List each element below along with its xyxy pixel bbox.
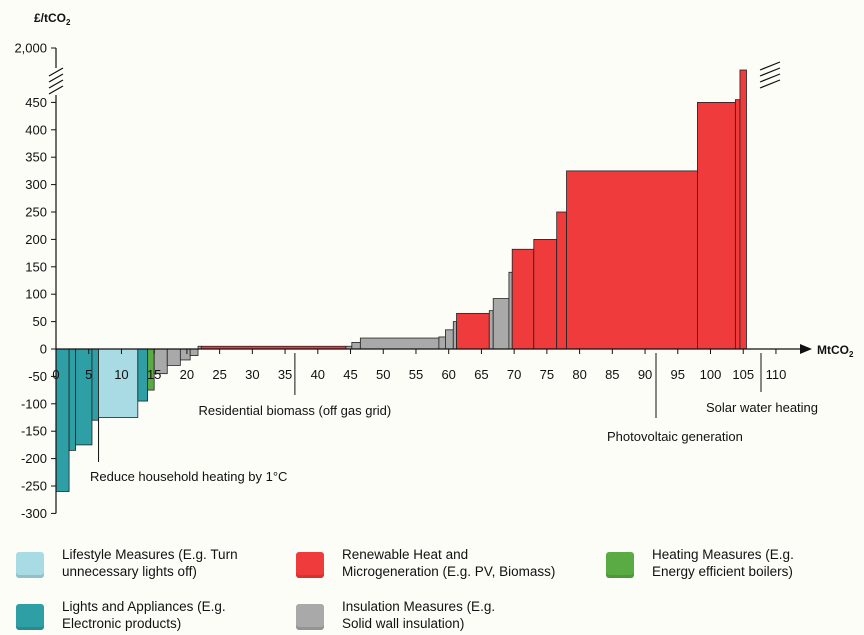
x-tick-label: 85: [605, 367, 619, 382]
legend-swatch-lifestyle: [16, 552, 44, 578]
bar-insulation: [351, 342, 361, 350]
y-axis-break-mark: [48, 85, 64, 95]
y-tick-label: 250: [25, 205, 47, 220]
bar-insulation: [438, 336, 446, 350]
bar-insulation: [166, 348, 181, 366]
legend-item-insulation: Insulation Measures (E.g. Solid wall ins…: [296, 598, 495, 632]
bar-insulation: [492, 298, 510, 350]
x-tick-label: 110: [766, 367, 787, 382]
y-tick-label: 50: [33, 314, 47, 329]
x-tick-label: 80: [572, 367, 586, 382]
bar-lifestyle: [98, 348, 139, 418]
y-tick-label: -50: [28, 369, 47, 384]
chart-legend: Lifestyle Measures (E.g. Turn unnecessar…: [0, 540, 864, 635]
x-tick-label: 50: [376, 367, 390, 382]
legend-label-lights: Lights and Appliances (E.g. Electronic p…: [62, 599, 226, 631]
bar-insulation: [452, 321, 457, 350]
x-axis-arrow: [800, 344, 812, 354]
y-tick-label: 350: [25, 150, 47, 165]
y-tick-label: 200: [25, 232, 47, 247]
y-tick-label: 300: [25, 177, 47, 192]
y-axis-break-mark: [48, 73, 64, 83]
x-tick-label: 100: [700, 367, 722, 382]
y-tick-label: -200: [21, 451, 47, 466]
legend-swatch-heating: [606, 552, 634, 578]
x-tick-label: 20: [180, 367, 194, 382]
bar-break-mark: [759, 79, 781, 89]
legend-label-insulation: Insulation Measures (E.g. Solid wall ins…: [342, 599, 496, 631]
bar-insulation: [488, 310, 494, 350]
legend-item-renewable: Renewable Heat and Microgeneration (E.g.…: [296, 546, 555, 580]
bar-insulation: [359, 337, 440, 350]
legend-swatch-lights: [16, 604, 44, 630]
bar-insulation: [189, 348, 199, 356]
y-tick-label: -100: [21, 396, 47, 411]
bar-renewable: [511, 248, 535, 350]
y-tick-label: 100: [25, 287, 47, 302]
x-axis-label: MtCO2: [817, 343, 854, 359]
legend-swatch-insulation: [296, 604, 324, 630]
legend-label-renewable: Renewable Heat and Microgeneration (E.g.…: [342, 547, 556, 579]
bar-lights: [68, 348, 77, 451]
bar-insulation: [508, 271, 513, 350]
x-tick-label: 65: [474, 367, 488, 382]
bar-renewable: [697, 102, 736, 350]
x-tick-label: 10: [114, 367, 128, 382]
bar-renewable: [533, 238, 558, 350]
x-tick-label: 45: [343, 367, 357, 382]
bar-renewable: [739, 69, 747, 350]
y-tick-label: -300: [21, 506, 47, 521]
x-tick-label: 5: [85, 367, 92, 382]
annotation-solar-water-heating: Solar water heating: [706, 400, 818, 415]
x-tick-label: 105: [732, 367, 754, 382]
y-axis-break-mark: [48, 79, 64, 89]
bar-break-mark: [759, 67, 781, 77]
x-tick-label: 15: [147, 367, 161, 382]
y-tick-label: 2,000: [14, 41, 47, 56]
bar-break-mark: [759, 61, 781, 71]
x-tick-label: 25: [212, 367, 226, 382]
bar-renewable: [566, 170, 698, 350]
y-axis-label: £/tCO2: [34, 11, 71, 27]
y-tick-label: 150: [25, 259, 47, 274]
x-tick-label: 90: [638, 367, 652, 382]
y-tick-label: -150: [21, 424, 47, 439]
x-tick-label: 30: [245, 367, 259, 382]
macc-chart: 2,000450400350300250200150100500-50-100-…: [14, 11, 854, 521]
bar-insulation: [445, 329, 454, 350]
legend-item-lifestyle: Lifestyle Measures (E.g. Turn unnecessar…: [16, 546, 238, 580]
x-tick-label: 95: [671, 367, 685, 382]
x-tick-label: 60: [441, 367, 455, 382]
annotation-reduce-heating: Reduce household heating by 1°C: [90, 469, 287, 484]
y-axis-break-mark: [48, 67, 64, 77]
x-tick-label: 70: [507, 367, 521, 382]
bar-lights: [75, 348, 93, 446]
legend-label-heating: Heating Measures (E.g. Energy efficient …: [652, 547, 794, 579]
annotation-photovoltaic: Photovoltaic generation: [607, 429, 743, 444]
y-tick-label: 450: [25, 95, 47, 110]
legend-label-lifestyle: Lifestyle Measures (E.g. Turn unnecessar…: [62, 547, 238, 579]
x-tick-label: 75: [540, 367, 554, 382]
bar-insulation: [179, 348, 191, 361]
y-tick-label: 0: [40, 342, 47, 357]
x-tick-label: 40: [311, 367, 325, 382]
annotation-residential-biomass: Residential biomass (off gas grid): [199, 403, 392, 418]
x-tick-label: 0: [52, 367, 59, 382]
bar-lights: [91, 348, 99, 421]
y-tick-label: 400: [25, 122, 47, 137]
bar-renewable: [734, 99, 741, 350]
bar-break-mark: [759, 73, 781, 83]
x-tick-label: 55: [409, 367, 423, 382]
legend-swatch-renewable: [296, 552, 324, 578]
legend-item-heating: Heating Measures (E.g. Energy efficient …: [606, 546, 794, 580]
bar-renewable: [556, 211, 567, 350]
x-tick-label: 35: [278, 367, 292, 382]
bar-renewable: [456, 312, 490, 350]
legend-item-lights: Lights and Appliances (E.g. Electronic p…: [16, 598, 226, 632]
y-tick-label: -250: [21, 479, 47, 494]
